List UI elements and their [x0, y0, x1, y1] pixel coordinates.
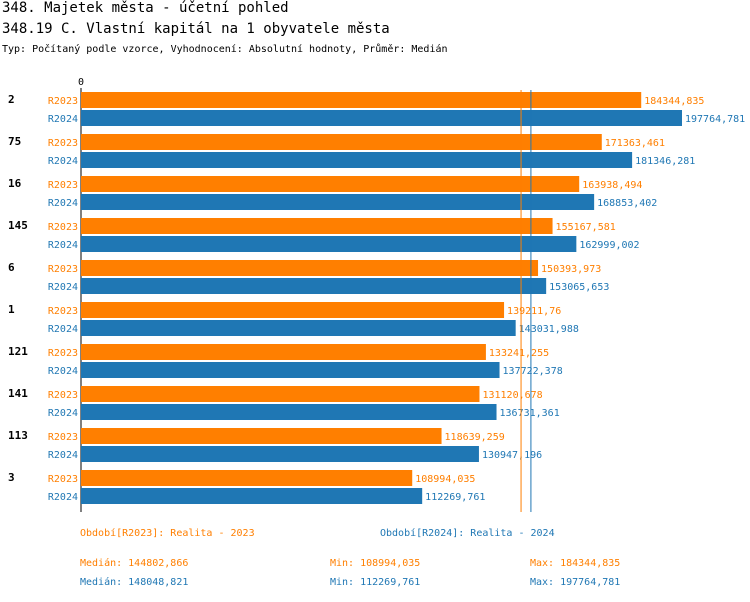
bar-r2024	[81, 152, 633, 168]
series-label: R2023	[48, 348, 78, 359]
data-label: 168853,402	[597, 198, 657, 209]
chart-subtitle: 348.19 C. Vlastní kapitál na 1 obyvatele…	[2, 21, 390, 37]
bar-r2023	[81, 344, 486, 360]
median-r2023: Medián: 144802,866	[80, 558, 189, 569]
data-label: 118639,259	[445, 432, 505, 443]
data-label: 153065,653	[549, 282, 609, 293]
data-label: 181346,281	[635, 156, 695, 167]
series-label: R2024	[48, 450, 78, 461]
legend-r2024: Období[R2024]: Realita - 2024	[380, 528, 555, 539]
bar-r2023	[81, 386, 480, 402]
data-label: 155167,581	[556, 222, 616, 233]
series-label: R2024	[48, 282, 78, 293]
max-r2024: Max: 197764,781	[530, 577, 621, 588]
median-r2024: Medián: 148048,821	[80, 577, 189, 588]
series-label: R2023	[48, 474, 78, 485]
category-label: 141	[8, 387, 28, 400]
bar-r2023	[81, 92, 642, 108]
data-label: 184344,835	[644, 96, 704, 107]
data-label: 131120,678	[482, 390, 542, 401]
data-label: 171363,461	[605, 138, 665, 149]
bar-r2024	[81, 236, 577, 252]
min-r2023: Min: 108994,035	[330, 558, 421, 569]
bar-r2023	[81, 176, 580, 192]
series-label: R2023	[48, 306, 78, 317]
series-label: R2023	[48, 390, 78, 401]
series-label: R2023	[48, 180, 78, 191]
min-r2024: Min: 112269,761	[330, 577, 421, 588]
series-label: R2024	[48, 240, 78, 251]
bar-r2023	[81, 260, 539, 276]
category-label: 75	[8, 135, 21, 148]
bar-r2023	[81, 302, 505, 318]
bar-r2023	[81, 134, 602, 150]
series-label: R2024	[48, 198, 78, 209]
legend-r2023: Období[R2023]: Realita - 2023	[80, 528, 255, 539]
data-label: 143031,988	[519, 324, 579, 335]
category-label: 16	[8, 177, 22, 190]
category-label: 145	[8, 219, 28, 232]
category-label: 6	[8, 261, 15, 274]
data-label: 139211,76	[507, 306, 561, 317]
data-label: 150393,973	[541, 264, 601, 275]
series-label: R2023	[48, 264, 78, 275]
bar-r2024	[81, 404, 497, 420]
category-label: 1	[8, 303, 15, 316]
data-label: 163938,494	[582, 180, 642, 191]
data-label: 130947,196	[482, 450, 542, 461]
series-label: R2024	[48, 408, 78, 419]
data-label: 197764,781	[685, 114, 745, 125]
data-label: 137722,378	[503, 366, 563, 377]
bar-r2024	[81, 446, 479, 462]
series-label: R2024	[48, 324, 78, 335]
category-label: 3	[8, 471, 15, 484]
data-label: 162999,002	[579, 240, 639, 251]
series-label: R2024	[48, 156, 78, 167]
series-label: R2023	[48, 96, 78, 107]
series-label: R2023	[48, 138, 78, 149]
bar-r2023	[81, 428, 442, 444]
data-label: 136731,361	[500, 408, 560, 419]
x-tick-label: 0	[78, 77, 84, 88]
bar-r2024	[81, 194, 595, 210]
max-r2023: Max: 184344,835	[530, 558, 621, 569]
bar-r2024	[81, 362, 500, 378]
bar-r2024	[81, 320, 516, 336]
series-label: R2023	[48, 222, 78, 233]
series-label: R2024	[48, 366, 78, 377]
series-label: R2023	[48, 432, 78, 443]
series-label: R2024	[48, 492, 78, 503]
series-label: R2024	[48, 114, 78, 125]
chart-title: 348. Majetek města - účetní pohled	[2, 0, 289, 16]
data-label: 108994,035	[415, 474, 475, 485]
category-label: 121	[8, 345, 28, 358]
bar-r2024	[81, 488, 423, 504]
data-label: 112269,761	[425, 492, 485, 503]
data-label: 133241,255	[489, 348, 549, 359]
category-label: 2	[8, 93, 15, 106]
bar-r2024	[81, 110, 682, 126]
bar-r2023	[81, 218, 553, 234]
chart-type-line: Typ: Počítaný podle vzorce, Vyhodnocení:…	[2, 44, 448, 55]
bar-r2023	[81, 470, 413, 486]
category-label: 113	[8, 429, 28, 442]
bar-r2024	[81, 278, 547, 294]
